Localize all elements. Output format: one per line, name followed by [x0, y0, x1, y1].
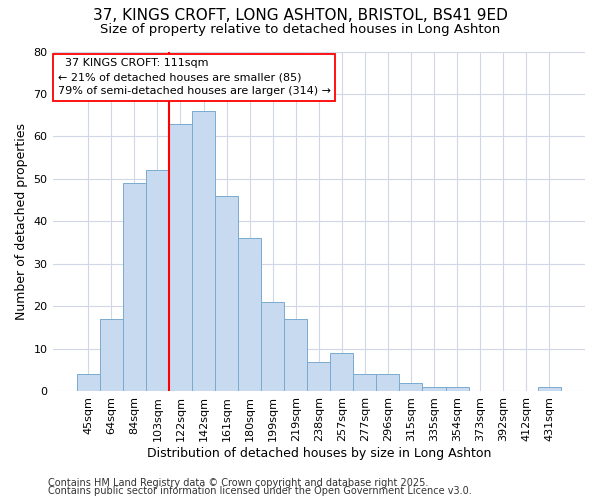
Bar — [307, 362, 330, 392]
Text: Contains HM Land Registry data © Crown copyright and database right 2025.: Contains HM Land Registry data © Crown c… — [48, 478, 428, 488]
Bar — [400, 383, 422, 392]
Bar — [169, 124, 192, 392]
Bar — [215, 196, 238, 392]
Bar — [238, 238, 261, 392]
Y-axis label: Number of detached properties: Number of detached properties — [15, 123, 28, 320]
Bar — [538, 387, 561, 392]
Bar — [261, 302, 284, 392]
Bar — [146, 170, 169, 392]
Bar — [100, 319, 123, 392]
Bar — [446, 387, 469, 392]
Text: Contains public sector information licensed under the Open Government Licence v3: Contains public sector information licen… — [48, 486, 472, 496]
Text: 37 KINGS CROFT: 111sqm  
← 21% of detached houses are smaller (85)
79% of semi-d: 37 KINGS CROFT: 111sqm ← 21% of detached… — [58, 58, 331, 96]
Bar — [353, 374, 376, 392]
Bar — [330, 353, 353, 392]
X-axis label: Distribution of detached houses by size in Long Ashton: Distribution of detached houses by size … — [146, 447, 491, 460]
Bar — [77, 374, 100, 392]
Bar — [284, 319, 307, 392]
Text: Size of property relative to detached houses in Long Ashton: Size of property relative to detached ho… — [100, 22, 500, 36]
Text: 37, KINGS CROFT, LONG ASHTON, BRISTOL, BS41 9ED: 37, KINGS CROFT, LONG ASHTON, BRISTOL, B… — [92, 8, 508, 22]
Bar — [123, 183, 146, 392]
Bar — [192, 111, 215, 392]
Bar — [422, 387, 446, 392]
Bar — [376, 374, 400, 392]
